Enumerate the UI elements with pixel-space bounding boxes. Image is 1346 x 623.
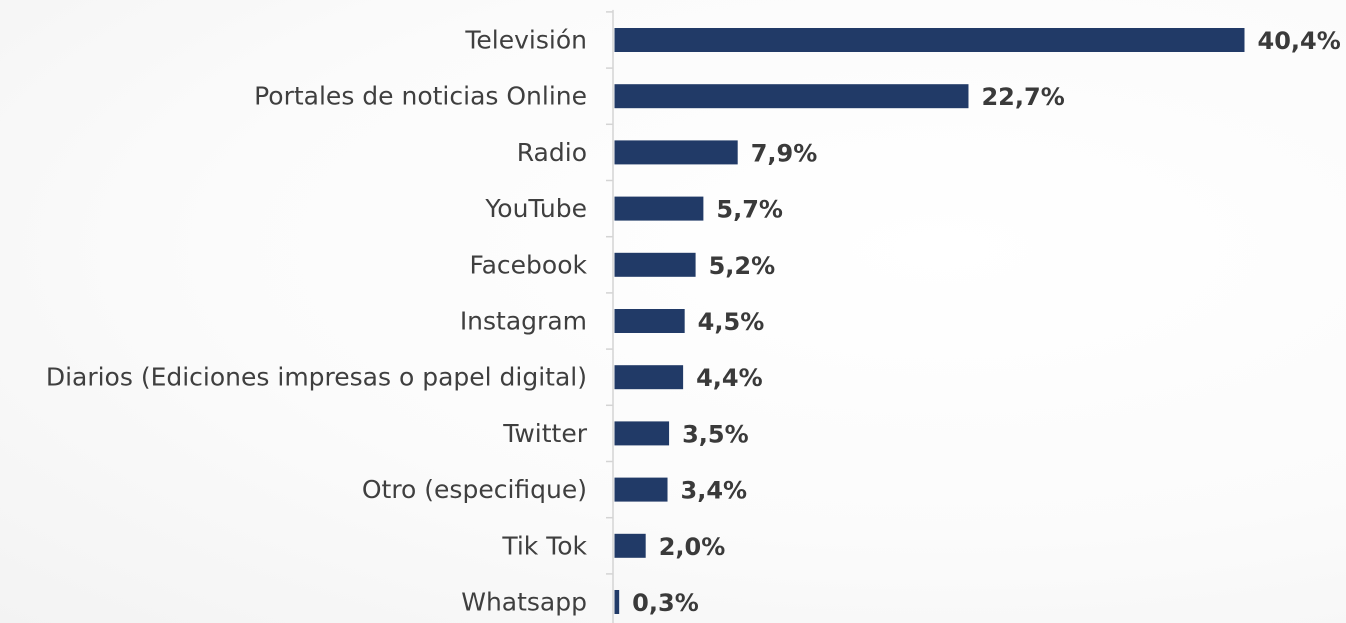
category-label: Televisión	[464, 26, 587, 55]
value-label: 3,5%	[682, 420, 749, 448]
bar	[614, 140, 738, 165]
value-label: 4,5%	[698, 308, 765, 336]
value-label: 22,7%	[981, 83, 1064, 111]
category-label: Diarios (Ediciones impresas o papel digi…	[46, 363, 587, 392]
value-label: 2,0%	[659, 533, 726, 561]
bar	[614, 590, 620, 614]
bar	[614, 365, 684, 390]
value-label: 5,2%	[709, 252, 776, 280]
category-label: Twitter	[502, 419, 588, 448]
value-label: 5,7%	[716, 196, 783, 224]
category-label: Otro (especifique)	[362, 475, 587, 504]
bars-group	[614, 28, 1245, 614]
category-label: Tik Tok	[501, 531, 587, 560]
bar	[614, 309, 685, 333]
value-label: 40,4%	[1258, 27, 1341, 55]
category-label: Instagram	[460, 307, 587, 336]
bar	[614, 28, 1245, 52]
category-label: YouTube	[484, 194, 587, 223]
bar	[614, 477, 668, 502]
value-label: 4,4%	[696, 364, 763, 392]
value-label: 0,3%	[632, 589, 699, 617]
bar	[614, 252, 696, 277]
category-label: Whatsapp	[461, 588, 587, 617]
value-label: 7,9%	[751, 139, 818, 167]
category-axis	[606, 9, 614, 623]
category-labels: Televisión Portales de noticias Online Rad…	[46, 26, 588, 617]
value-label: 3,4%	[681, 477, 748, 505]
bar	[614, 84, 969, 109]
bar	[614, 421, 670, 446]
category-label: Facebook	[470, 250, 588, 279]
category-label: Portales de noticias Online	[254, 82, 587, 111]
bar	[614, 533, 646, 558]
bar	[614, 196, 704, 221]
value-labels: 40,4% 22,7% 7,9% 5,7% 5,2% 4,5% 4,4% 3,5% 3,4% 2,…	[632, 27, 1341, 617]
category-label: Radio	[517, 138, 587, 167]
